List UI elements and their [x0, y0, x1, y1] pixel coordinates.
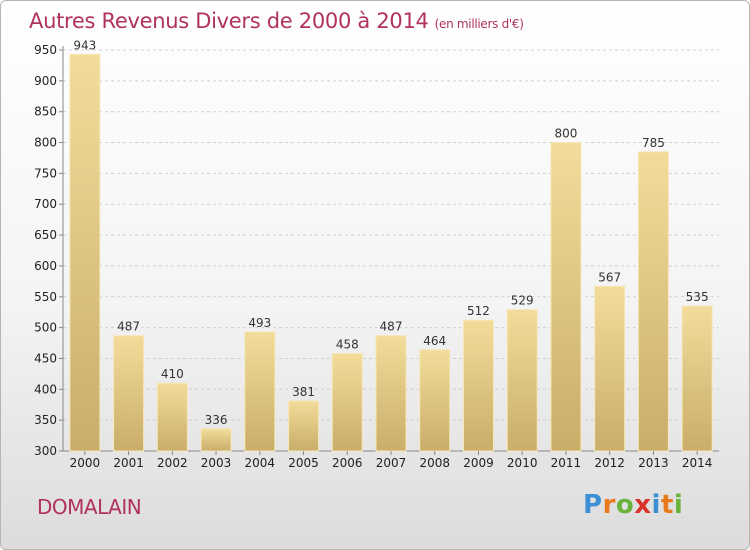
bar: [637, 151, 669, 452]
x-tick-label: 2011: [551, 456, 582, 470]
y-tick-label: 450: [34, 351, 57, 365]
x-tick-label: 2005: [288, 456, 319, 470]
data-label: 410: [161, 367, 184, 381]
y-tick-label: 900: [34, 74, 57, 88]
y-tick-label: 550: [34, 290, 57, 304]
data-label: 487: [380, 320, 403, 334]
y-tick-label: 350: [34, 413, 57, 427]
data-label: 512: [467, 304, 490, 318]
x-tick-label: 2006: [332, 456, 363, 470]
x-tick-label: 2010: [507, 456, 538, 470]
bar: [419, 349, 451, 452]
y-tick-label: 850: [34, 105, 57, 119]
bar: [375, 335, 407, 452]
bar: [244, 331, 276, 452]
bar: [681, 305, 713, 452]
proxiti-logo: Proxiti: [583, 490, 683, 520]
bar: [113, 335, 145, 452]
chart-title-unit: (en milliers d'€): [434, 17, 524, 31]
data-label: 493: [248, 316, 271, 330]
data-label: 800: [554, 127, 577, 141]
data-label: 529: [511, 294, 534, 308]
bar: [506, 309, 538, 452]
commune-name: DOMALAIN: [37, 495, 142, 519]
data-label: 336: [205, 413, 228, 427]
x-tick-label: 2012: [594, 456, 625, 470]
logo-letter: r: [602, 490, 616, 520]
x-tick-label: 2008: [419, 456, 450, 470]
y-tick-label: 950: [34, 43, 57, 57]
data-label: 785: [642, 136, 665, 150]
data-label: 487: [117, 320, 140, 334]
y-tick-label: 700: [34, 197, 57, 211]
x-tick-label: 2013: [638, 456, 669, 470]
y-tick-label: 400: [34, 382, 57, 396]
bar: [200, 428, 232, 452]
chart-title: Autres Revenus Divers de 2000 à 2014 (en …: [29, 9, 524, 33]
y-tick-label: 300: [34, 444, 57, 458]
data-label: 464: [423, 334, 446, 348]
logo-letter: x: [634, 490, 652, 520]
data-label: 381: [292, 385, 315, 399]
logo-letter: i: [673, 490, 684, 520]
y-tick-label: 600: [34, 259, 57, 273]
y-tick-label: 800: [34, 136, 57, 150]
logo-letter: t: [660, 490, 674, 520]
data-label: 567: [598, 270, 621, 284]
chart-title-text: Autres Revenus Divers de 2000 à 2014: [29, 9, 429, 33]
logo-letter: o: [615, 490, 635, 520]
x-tick-label: 2002: [157, 456, 188, 470]
data-label: 943: [73, 38, 96, 52]
x-tick-label: 2004: [245, 456, 276, 470]
bar: [156, 382, 188, 452]
bar: [594, 285, 626, 452]
x-tick-label: 2009: [463, 456, 494, 470]
x-tick-label: 2001: [113, 456, 144, 470]
bar: [462, 319, 494, 452]
x-tick-label: 2003: [201, 456, 232, 470]
bar: [288, 400, 320, 452]
data-label: 458: [336, 338, 359, 352]
data-label: 535: [686, 290, 709, 304]
x-tick-label: 2007: [376, 456, 407, 470]
y-tick-label: 750: [34, 166, 57, 180]
bar: [331, 353, 363, 452]
x-tick-label: 2014: [682, 456, 713, 470]
logo-letter: i: [651, 490, 661, 520]
y-tick-label: 500: [34, 321, 57, 335]
logo-letter: P: [583, 490, 603, 520]
x-tick-label: 2000: [70, 456, 101, 470]
bar: [550, 142, 582, 452]
bar: [69, 53, 101, 452]
y-tick-label: 650: [34, 228, 57, 242]
